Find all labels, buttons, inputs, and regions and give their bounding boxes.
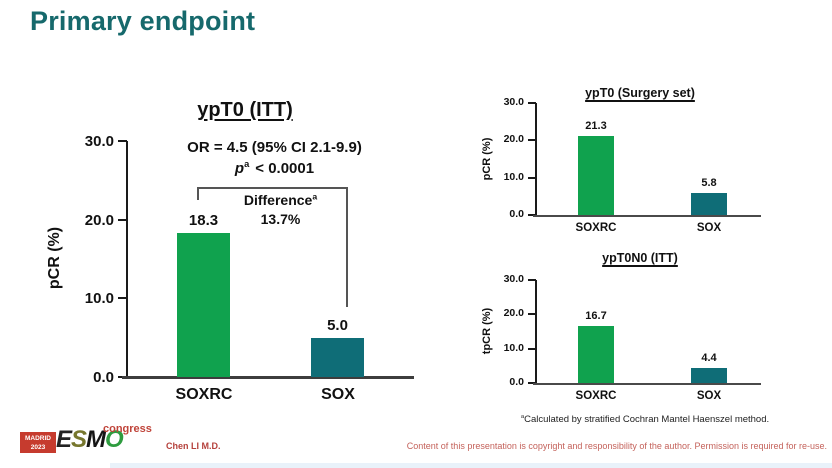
main-ytick-label: 20.0 [84, 212, 114, 229]
footnote: aCalculated by stratified Cochran Mantel… [490, 414, 800, 425]
esmo-logo: ESMO [56, 426, 124, 454]
main-ytick-label: 30.0 [84, 133, 114, 150]
main-tick-30 [118, 140, 127, 142]
main-tick-10 [118, 297, 127, 299]
ypt0n0-bar-soxrc: 16.7 [578, 310, 614, 383]
main-chart-title: ypT0 (ITT) [197, 99, 293, 121]
ypt0n0-tick-20 [528, 313, 536, 315]
esmo-congress-label: congress [103, 423, 152, 435]
ypt0n0-cat-sox: SOX [696, 390, 722, 402]
surgery-chart-title: ypT0 (Surgery set) [585, 86, 695, 100]
ypt0n0-chart-xaxis [533, 383, 761, 385]
surgery-ytick-label: 30.0 [503, 96, 524, 108]
footnote-superscript: a [520, 413, 525, 420]
surgery-ytick-label: 20.0 [503, 133, 524, 145]
surgery-tick-20 [528, 139, 536, 141]
ypt0n0-tick-0 [528, 382, 536, 384]
main-bar-sox: 5.0 [311, 317, 364, 377]
difference-bracket-right [346, 187, 348, 307]
esmo-location: MADRID [25, 435, 51, 442]
p-rest: < 0.0001 [255, 160, 315, 177]
ypt0n0-tick-10 [528, 348, 536, 350]
difference-label: Differencea [208, 192, 353, 208]
surgery-ytick-label: 0.0 [509, 208, 524, 220]
surgery-tick-10 [528, 177, 536, 179]
main-bar-sox-value: 5.0 [327, 316, 348, 334]
difference-bracket-left [197, 187, 199, 200]
surgery-chart-xaxis [533, 215, 761, 217]
ypt0n0-bar-sox: 4.4 [691, 352, 727, 383]
difference-value: 13.7% [260, 211, 301, 227]
bottom-strip [110, 463, 832, 468]
footnote-text: Calculated by stratified Cochran Mantel … [524, 414, 770, 425]
esmo-year: 2023 [30, 443, 46, 451]
ypt0n0-chart-yaxis [535, 280, 537, 384]
esmo-letter-s: S [71, 426, 87, 453]
surgery-ytick-label: 10.0 [503, 171, 524, 183]
esmo-letter-o: O [105, 426, 124, 453]
p-superscript: a [244, 159, 250, 169]
surgery-chart-yaxis [535, 103, 537, 216]
main-ytick-label: 10.0 [84, 290, 114, 307]
ypt0n0-ytick-label: 30.0 [503, 273, 524, 285]
main-chart-xaxis [122, 376, 414, 379]
main-chart-ylabel: pCR (%) [46, 226, 63, 290]
surgery-chart-ylabel: pCR (%) [481, 137, 493, 181]
ypt0n0-ytick-label: 20.0 [503, 307, 524, 319]
ypt0n0-chart-title: ypT0N0 (ITT) [602, 251, 678, 265]
surgery-tick-30 [528, 102, 536, 104]
or-annotation: OR = 4.5 (95% CI 2.1-9.9) [187, 139, 362, 156]
esmo-letter-m: M [86, 426, 106, 453]
difference-superscript: a [312, 191, 318, 202]
main-cat-soxrc: SOXRC [175, 386, 233, 403]
main-bar-soxrc: 18.3 [177, 212, 230, 377]
difference-bracket-horizontal [197, 187, 348, 189]
main-ytick-label: 0.0 [93, 369, 114, 386]
surgery-cat-soxrc: SOXRC [575, 222, 617, 234]
ypt0n0-bar-sox-value: 4.4 [701, 351, 717, 364]
surgery-bar-sox-value: 5.8 [701, 177, 717, 190]
main-chart-yaxis [126, 141, 128, 377]
page-title: Primary endpoint [30, 6, 256, 36]
p-value-annotation: pa < 0.0001 [157, 159, 392, 177]
surgery-bar-soxrc: 21.3 [578, 120, 614, 215]
esmo-letter-e: E [56, 426, 72, 453]
main-tick-20 [118, 219, 127, 221]
ypt0n0-bar-soxrc-value: 16.7 [585, 309, 607, 322]
ypt0n0-ytick-label: 10.0 [503, 342, 524, 354]
ypt0n0-cat-soxrc: SOXRC [575, 390, 617, 402]
ypt0n0-tick-30 [528, 279, 536, 281]
main-bar-soxrc-value: 18.3 [188, 212, 219, 229]
ypt0n0-ytick-label: 0.0 [509, 376, 524, 388]
main-cat-sox: SOX [321, 386, 355, 403]
surgery-cat-sox: SOX [696, 222, 722, 234]
surgery-bar-sox: 5.8 [691, 177, 727, 215]
difference-text: Difference [243, 192, 313, 208]
esmo-madrid-badge: MADRID 2023 [20, 432, 56, 453]
surgery-bar-soxrc-value: 21.3 [585, 119, 607, 132]
presenter-name: Chen LI M.D. [166, 441, 221, 451]
p-italic: p [234, 160, 245, 177]
copyright-disclaimer: Content of this presentation is copyrigh… [406, 441, 827, 451]
surgery-tick-0 [528, 214, 536, 216]
ypt0n0-chart-ylabel: tpCR (%) [481, 307, 493, 355]
